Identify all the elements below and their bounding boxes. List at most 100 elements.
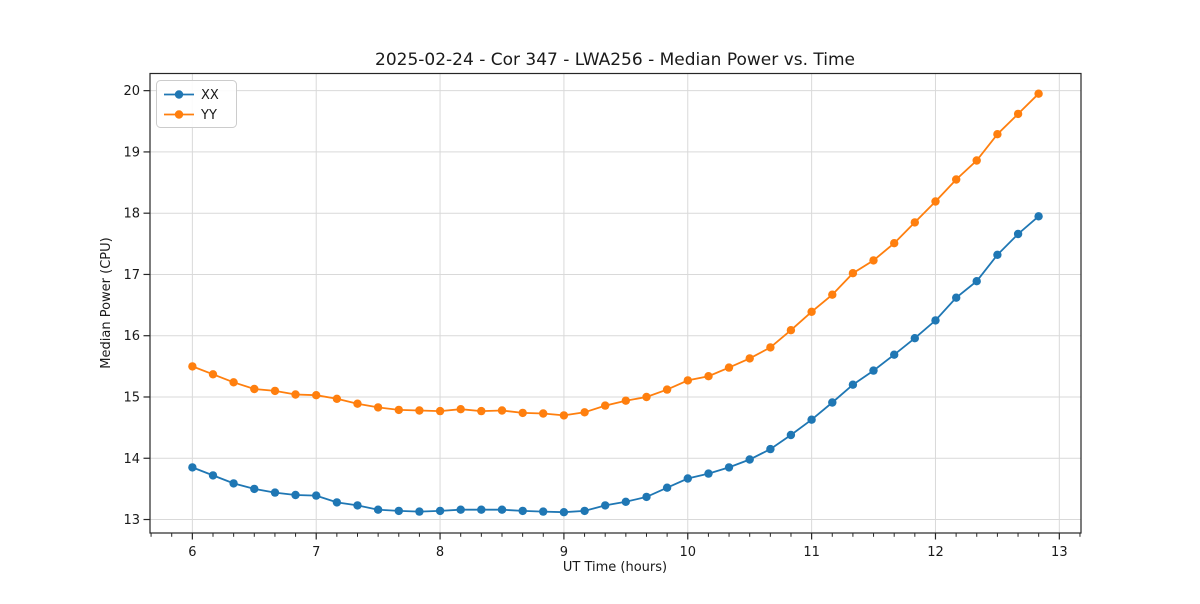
data-point-yy (208, 370, 218, 379)
y-tick-label: 13 (123, 513, 140, 528)
data-point-yy (1034, 89, 1043, 98)
legend-item-label: YY (200, 108, 217, 123)
data-point-xx (972, 277, 981, 286)
data-point-xx (539, 507, 548, 516)
data-point-xx (642, 492, 651, 502)
data-point-yy (332, 394, 342, 403)
data-point-xx (601, 501, 610, 510)
plot-border (149, 72, 1082, 534)
data-series (188, 89, 1043, 517)
x-axis-label: UT Time (hours) (563, 560, 667, 575)
series-line-yy (192, 93, 1040, 417)
data-point-xx (435, 506, 445, 516)
data-point-yy (683, 376, 692, 385)
data-point-xx (229, 479, 238, 488)
data-point-yy (353, 399, 362, 408)
chart-title: 2025-02-24 - Cor 347 - LWA256 - Median P… (375, 50, 855, 70)
data-point-xx (890, 350, 899, 359)
data-point-yy (580, 408, 589, 417)
data-point-yy (312, 391, 321, 400)
data-point-xx (456, 505, 465, 514)
data-point-yy (518, 408, 527, 418)
data-point-xx (394, 506, 403, 516)
data-point-xx (518, 506, 527, 516)
data-point-yy (373, 403, 383, 412)
data-point-xx (993, 250, 1002, 259)
data-point-xx (828, 398, 837, 407)
x-tick-label: 13 (1051, 545, 1068, 560)
axis-ticks (143, 90, 1081, 540)
data-point-yy (910, 218, 919, 227)
data-point-yy (415, 406, 424, 415)
data-point-xx (910, 334, 919, 343)
data-point-yy (250, 384, 259, 394)
data-point-xx (1034, 212, 1043, 221)
data-point-xx (312, 491, 321, 500)
tick-labels: 6 7 8 9 10 11 12 13 13 14 15 16 17 18 19 20 (123, 84, 1067, 560)
data-point-xx (497, 505, 507, 514)
data-point-xx (208, 471, 218, 480)
data-point-yy (601, 401, 610, 410)
data-point-xx (580, 506, 589, 516)
data-point-xx (332, 498, 342, 507)
data-point-yy (539, 409, 548, 418)
data-point-xx (559, 508, 569, 517)
data-point-xx (477, 505, 486, 514)
x-tick-label: 7 (312, 545, 320, 560)
data-point-yy (497, 406, 507, 415)
data-point-yy (828, 290, 837, 299)
legend: XX YY (156, 80, 237, 128)
data-point-yy (642, 392, 651, 402)
data-point-xx (766, 444, 775, 454)
data-point-yy (229, 378, 238, 387)
data-point-xx (291, 490, 300, 500)
legend-item-label: XX (201, 88, 219, 103)
data-point-yy (435, 406, 445, 416)
data-point-yy (890, 239, 899, 248)
data-point-xx (250, 484, 259, 494)
data-point-yy (786, 326, 796, 335)
data-point-yy (662, 385, 672, 394)
data-point-yy (766, 343, 775, 352)
data-point-yy (559, 411, 569, 420)
data-point-xx (848, 380, 858, 389)
data-point-yy (188, 362, 197, 371)
data-point-yy (704, 372, 713, 381)
data-point-xx (704, 469, 713, 478)
x-tick-label: 10 (679, 545, 696, 560)
data-point-yy (291, 390, 300, 399)
data-point-yy (745, 354, 754, 363)
data-point-yy (456, 405, 465, 414)
data-point-xx (621, 497, 630, 506)
data-point-yy (952, 175, 961, 184)
data-point-yy (270, 386, 280, 396)
data-point-yy (807, 307, 816, 316)
data-point-xx (724, 463, 734, 472)
legend-marker (174, 90, 184, 99)
data-point-yy (1013, 109, 1023, 119)
y-axis-label: Median Power (CPU) (99, 237, 114, 368)
data-point-yy (621, 396, 630, 405)
data-point-xx (952, 293, 961, 302)
data-point-xx (662, 483, 672, 492)
x-tick-label: 8 (436, 545, 444, 560)
data-point-xx (786, 430, 796, 440)
y-tick-label: 19 (123, 145, 140, 160)
y-tick-label: 16 (123, 329, 140, 344)
legend-marker (174, 110, 184, 119)
data-point-xx (373, 505, 383, 514)
data-point-yy (972, 156, 981, 165)
data-point-yy (394, 405, 403, 415)
data-point-xx (353, 501, 362, 510)
data-point-xx (270, 488, 280, 497)
x-tick-label: 11 (803, 545, 820, 560)
y-tick-label: 15 (123, 390, 140, 405)
data-point-yy (869, 256, 878, 265)
x-tick-label: 12 (927, 545, 944, 560)
data-point-yy (848, 269, 858, 278)
data-point-xx (931, 316, 940, 325)
x-tick-label: 9 (560, 545, 568, 560)
data-point-yy (993, 130, 1002, 139)
